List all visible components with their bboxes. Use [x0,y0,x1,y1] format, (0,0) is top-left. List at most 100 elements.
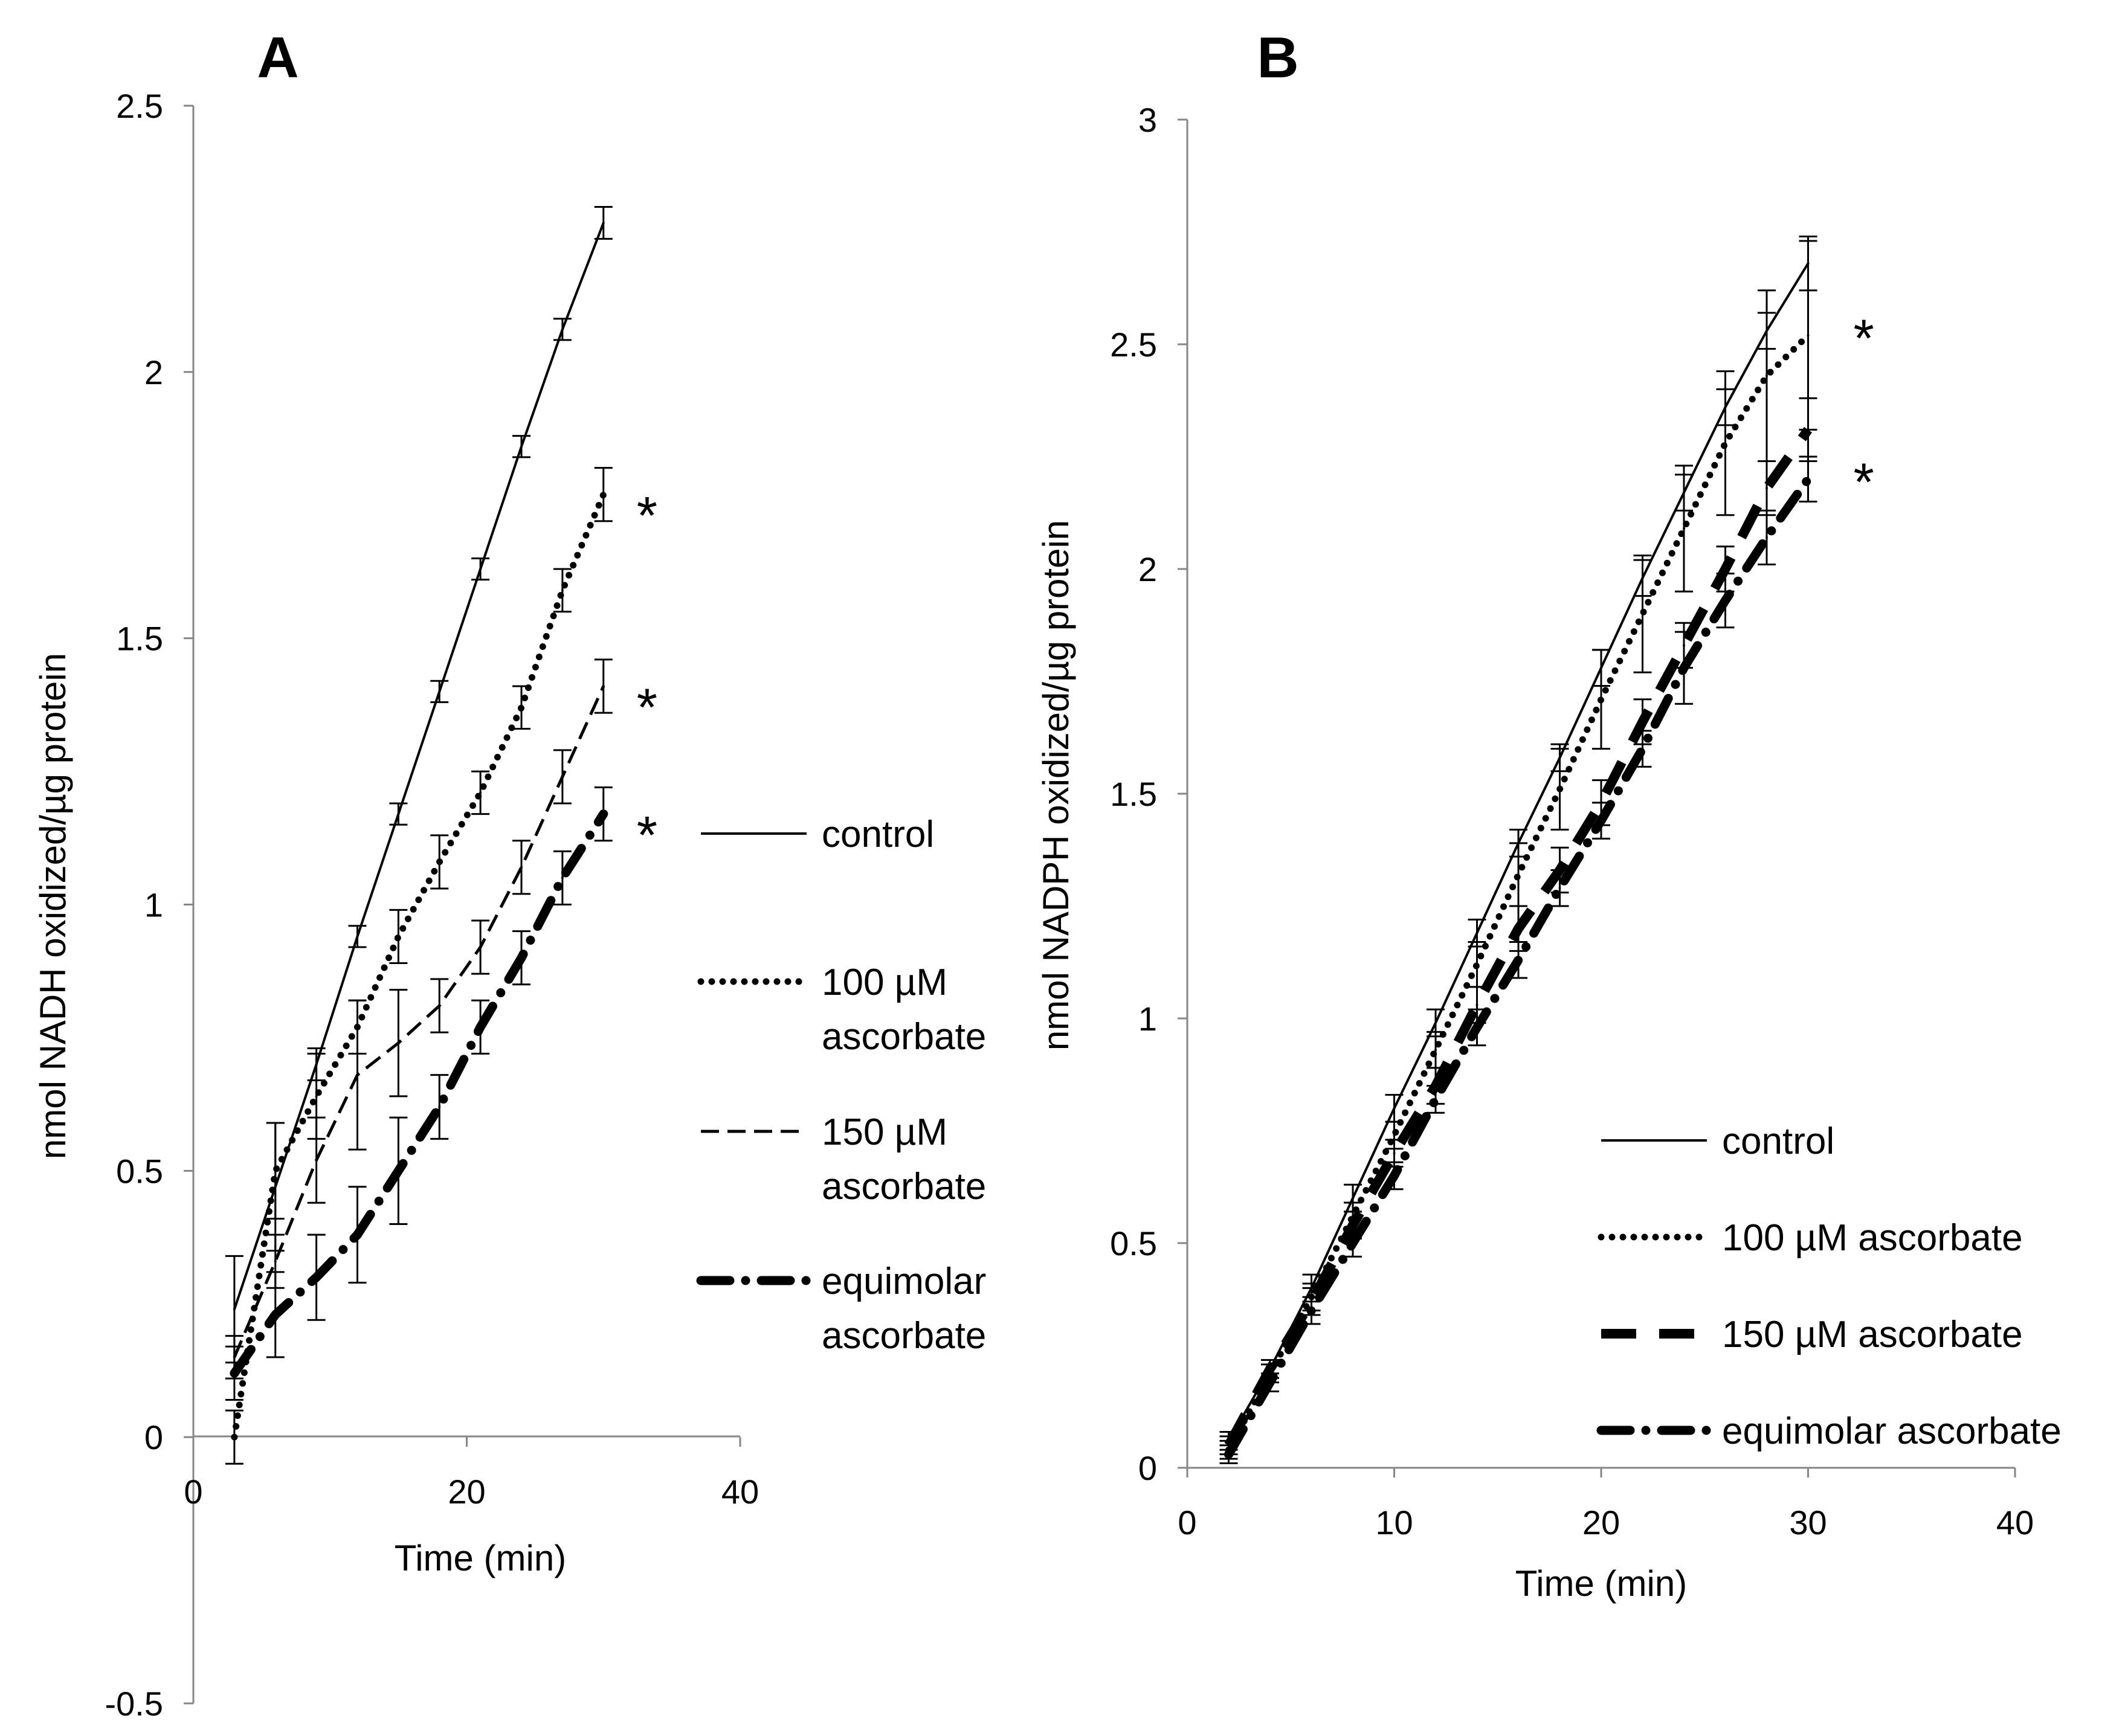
x-tick-label: 40 [721,1473,759,1511]
data-point [561,775,564,778]
panel-b-label: B [1257,25,1298,90]
y-tick-label: 1 [1138,1000,1157,1038]
data-point [1393,1152,1396,1155]
legend-item-100-m-ascorbate: 100 µM ascorbate [697,962,986,1058]
series-line [233,222,605,1310]
legend-item-equimolar-ascorbate: equimolar ascorbate [696,1261,986,1357]
data-point [438,690,441,693]
data-point [1434,1098,1437,1101]
y-tick-label: -0.5 [105,1685,164,1723]
data-point [356,1073,359,1076]
data-point [479,568,482,571]
data-point [356,935,359,938]
data-point [1683,666,1685,669]
data-point [1765,487,1768,490]
y-tick-label: 2 [1138,550,1157,588]
data-point [602,812,605,815]
x-tick-label: 0 [184,1473,202,1511]
x-tick-label: 30 [1789,1503,1827,1542]
y-tick-label: 1 [144,886,163,924]
data-point [1517,927,1520,930]
data-point [1475,931,1478,934]
data-point [438,1105,441,1108]
panel-b-x-title: Time (min) [1515,1563,1687,1604]
series-line [1224,474,1813,1459]
series-line [230,809,608,1378]
data-point [520,445,523,448]
x-tick-label: 20 [1582,1503,1620,1542]
data-point [1352,1197,1354,1200]
significance-star: * [637,677,657,737]
data-point [274,1313,277,1316]
data-point [561,589,564,592]
panel-b-y-title: nmol NADPH oxidized/µg protein [1036,520,1076,1050]
data-point [479,791,482,794]
data-point [520,956,523,959]
data-point [1724,442,1727,445]
data-point [520,866,523,869]
legend-label: 150 µM ascorbate [1722,1314,2023,1355]
series-control [225,206,613,1364]
legend-item-100-m-ascorbate: 100 µM ascorbate [1598,1217,2023,1259]
data-point [1765,536,1768,539]
series-line [231,491,607,1441]
data-point [1352,1242,1354,1244]
data-point [1269,1368,1271,1371]
data-point [274,1260,277,1263]
data-point [1641,612,1644,616]
data-point [479,1026,482,1029]
data-point [233,1308,236,1311]
data-point [1517,873,1520,876]
x-tick-label: 10 [1375,1503,1413,1542]
data-point [1434,1021,1437,1024]
data-point [1765,375,1768,378]
data-point [1807,334,1810,337]
data-point [233,1436,236,1439]
y-tick-label: 0.5 [116,1152,163,1190]
legend-label: 100 µM ascorbate [822,962,986,1058]
legend-item-control: control [701,814,934,855]
y-tick-label: 0 [1138,1449,1157,1487]
data-point [438,1005,441,1008]
data-point [1310,1309,1313,1312]
data-point [233,1372,236,1375]
data-point [1393,1107,1396,1110]
data-point [315,1159,318,1162]
panel-a-y-title: nmol NADH oxidized/µg protein [33,653,73,1159]
y-tick-label: 2.5 [116,87,163,125]
series-equimolar-ascorbate: * [225,786,657,1401]
data-point [397,1041,400,1044]
data-point [602,221,605,224]
data-point [1641,720,1644,723]
data-point [397,1169,400,1172]
data-point [1600,819,1602,822]
series-line [1224,426,1813,1448]
series-100-m-ascorbate: * [225,467,657,1465]
data-point [1393,1174,1396,1177]
legend-label: control [822,814,934,855]
x-tick-label: 0 [1178,1503,1196,1542]
data-point [602,493,605,496]
y-tick-label: 1.5 [116,620,163,658]
x-tick-label: 20 [448,1473,485,1511]
y-tick-label: 0 [144,1418,163,1456]
data-point [1724,599,1727,602]
data-point [356,1233,359,1236]
data-point [602,685,605,688]
legend-item-control: control [1601,1120,1834,1162]
x-tick-label: 40 [1996,1503,2034,1542]
y-tick-label: 0.5 [1110,1224,1157,1262]
y-tick-label: 2.5 [1110,326,1157,364]
legend-label: 150 µM ascorbate [822,1111,986,1207]
legend-label: equimolar ascorbate [1722,1410,2062,1452]
series-line [233,685,605,1358]
series-150-m-ascorbate: * [225,658,657,1380]
data-point [1558,887,1561,890]
data-point [479,946,482,949]
data-point [1600,698,1602,701]
data-point [397,812,400,815]
data-point [1558,788,1561,791]
data-point [1227,1453,1230,1456]
data-point [520,706,523,709]
